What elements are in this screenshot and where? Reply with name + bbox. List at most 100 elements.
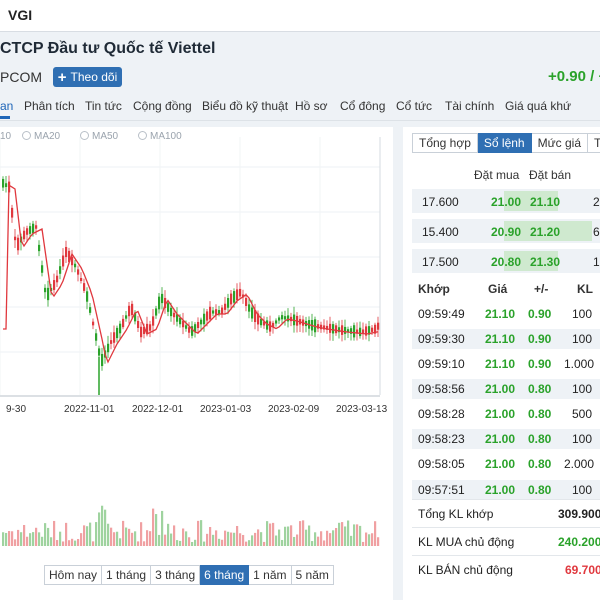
ask-price[interactable]: 21.10: [530, 195, 561, 209]
trade-row: 09:58:28 21.00 0.80 500: [418, 407, 593, 421]
bid-volume: 15.400: [422, 225, 459, 239]
ask-bar: [530, 221, 592, 241]
exchange-label: PCOM: [0, 69, 42, 85]
x-tick-label: 2023-01-03: [200, 404, 252, 415]
volume-bar: [242, 534, 245, 546]
price-chart[interactable]: 9-30 2022-11-01 2022-12-01 2023-01-03 2023-0…: [0, 127, 393, 557]
summary-value: 69.700: [565, 563, 600, 577]
candle-body: [119, 323, 122, 334]
candle-body: [278, 317, 281, 321]
range-1m[interactable]: 1 tháng: [102, 565, 152, 585]
ticker-symbol: VGI: [8, 7, 33, 23]
tab-community[interactable]: Cộng đồng: [133, 99, 192, 113]
ma100-toggle[interactable]: MA100: [138, 131, 182, 142]
candle-body: [338, 327, 341, 333]
volume-bar: [125, 527, 128, 546]
candle-body: [377, 322, 380, 330]
tab-shareholders[interactable]: Cổ đông: [340, 99, 386, 113]
candle-body: [365, 326, 368, 336]
volume-bar: [284, 526, 287, 546]
tab-analysis[interactable]: Phân tích: [24, 99, 75, 113]
candle-body: [239, 288, 242, 297]
right-panel: Tổng hợp Sổ lệnh Mức giá Thố Đặt mua Đặt…: [403, 127, 600, 600]
candle-body: [5, 183, 8, 188]
tab-price-levels[interactable]: Mức giá: [531, 133, 588, 153]
range-3m[interactable]: 3 tháng: [151, 565, 201, 585]
tab-stats[interactable]: Thố: [588, 133, 600, 153]
tab-dividends[interactable]: Cổ tức: [396, 99, 433, 113]
tab-price-history[interactable]: Giá quá khứ: [505, 99, 572, 113]
candle-body: [275, 320, 278, 324]
volume-bar: [248, 540, 251, 546]
candle-body: [173, 312, 176, 318]
tab-overview[interactable]: an: [0, 99, 14, 113]
volume-bar: [143, 541, 146, 546]
follow-button[interactable]: + Theo dõi: [53, 67, 122, 87]
candle-body: [86, 291, 89, 302]
volume-bar: [359, 525, 362, 546]
top-bar: VGI: [0, 0, 600, 32]
volume-bar: [227, 531, 230, 546]
volume-bar: [65, 522, 68, 546]
ma20-toggle[interactable]: MA20: [22, 131, 60, 142]
right-tabs: Tổng hợp Sổ lệnh Mức giá Thố: [412, 133, 600, 153]
tab-technical-chart[interactable]: Biểu đồ kỹ thuật: [202, 99, 289, 113]
volume-bar: [365, 532, 368, 546]
candle-body: [332, 324, 335, 334]
candle-body: [83, 283, 86, 291]
volume-bar: [218, 538, 221, 546]
volume-bar: [113, 532, 116, 546]
tab-order-book[interactable]: Sổ lệnh: [477, 133, 532, 153]
bid-price[interactable]: 20.80: [491, 255, 522, 269]
sell-label: Đặt bán: [529, 168, 572, 182]
bid-volume: 17.500: [422, 255, 459, 269]
candle-body: [200, 319, 203, 325]
tab-summary[interactable]: Tổng hợp: [412, 133, 478, 153]
volume-bar: [95, 522, 98, 546]
candle-body: [209, 306, 212, 320]
ma50-toggle[interactable]: MA50: [80, 131, 118, 142]
volume-bar: [215, 530, 218, 546]
volume-bar: [32, 532, 35, 546]
volume-bar: [134, 531, 137, 546]
candle-body: [269, 321, 272, 332]
ask-price[interactable]: 21.30: [530, 255, 561, 269]
candle-body: [77, 269, 80, 275]
volume-bar: [182, 528, 185, 546]
volume-bar: [368, 534, 371, 546]
tab-news[interactable]: Tin tức: [85, 99, 122, 113]
range-5y[interactable]: 5 năm: [291, 565, 334, 585]
volume-bar: [62, 541, 65, 546]
volume-bar: [155, 514, 158, 546]
volume-bar: [245, 541, 248, 546]
ma10-label[interactable]: 10: [0, 131, 12, 142]
ask-price[interactable]: 21.20: [530, 225, 561, 239]
radio-icon: [80, 131, 89, 140]
trade-row: 09:59:49 21.10 0.90 100: [418, 307, 593, 321]
candle-body: [230, 293, 233, 305]
volume-bar: [341, 522, 344, 546]
volume-bar: [167, 523, 170, 546]
volume-bar: [74, 540, 77, 546]
volume-bar: [116, 531, 119, 546]
bid-price[interactable]: 20.90: [491, 225, 522, 239]
volume-bar: [14, 539, 17, 546]
range-6m[interactable]: 6 tháng: [200, 565, 250, 585]
volume-bar: [212, 534, 215, 546]
summary-buy-active: KL MUA chủ động 240.200: [412, 527, 600, 555]
volume-bar: [338, 522, 341, 546]
volume-bar: [191, 541, 194, 546]
candle-body: [155, 308, 158, 316]
range-today[interactable]: Hôm nay: [44, 565, 103, 585]
range-1y[interactable]: 1 năm: [249, 565, 292, 585]
tab-financials[interactable]: Tài chính: [445, 99, 495, 113]
volume-bar: [362, 541, 365, 546]
candle-body: [284, 316, 287, 320]
trade-row: 09:58:05 21.00 0.80 2.000: [418, 457, 595, 471]
order-row: 17.600 21.00 21.10 2: [412, 189, 600, 213]
volume-bar: [122, 520, 125, 546]
candle-body: [53, 280, 56, 290]
candle-body: [98, 348, 101, 356]
bid-price[interactable]: 21.00: [491, 195, 522, 209]
tab-profile[interactable]: Hồ sơ: [295, 99, 328, 113]
